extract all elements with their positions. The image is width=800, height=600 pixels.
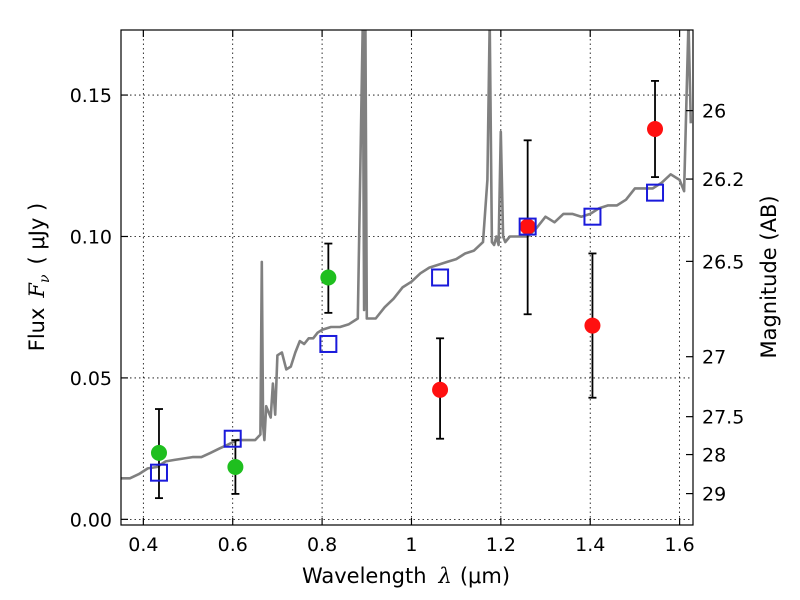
model-bandpass-square [431,268,450,287]
right-tick-label: 27 [702,347,726,369]
right-tick-label: 27.5 [702,407,744,429]
x-tick-label: 0.8 [307,534,337,556]
model-bandpass-square [149,463,168,482]
y-tick-label: 0.00 [70,509,112,531]
x-tick-label: 1.6 [664,534,694,556]
x-tick-label: 1.4 [575,534,605,556]
red-photometry-point [584,317,601,334]
model-bandpass-square [518,217,537,236]
green-photometry-point [150,444,167,461]
x-axis-label: Wavelength λ (μm) [302,564,510,588]
y-tick-label: 0.15 [70,85,112,107]
right-tick-label: 26.2 [702,169,744,191]
plot-area [121,30,693,500]
right-axis-label: Magnitude (AB) [757,195,781,358]
green-photometry-point [227,459,244,476]
x-tick-label: 0.6 [218,534,248,556]
green-photometry-point [320,269,337,286]
axis-ticks: 0.4 0.6 0.8 1 1.2 1.4 1.6 0.00 0.05 0.10 0.15 26 26.… [70,30,744,556]
red-photometry-point [519,218,536,235]
right-tick-label: 28 [702,445,726,467]
red-photometry-point [647,121,664,137]
right-tick-label: 29 [702,484,726,506]
grid [121,30,693,525]
template-spectrum-line [121,30,693,480]
model-bandpass-square [319,334,338,353]
y-tick-label: 0.05 [70,368,112,390]
y-tick-label: 0.10 [70,226,112,248]
red-photometry-point [432,381,449,398]
model-bandpass-square [646,183,665,202]
right-tick-label: 26.5 [702,251,744,273]
x-tick-label: 0.4 [128,534,158,556]
y-axis-label: FluxFν( μJy ) [25,203,53,351]
model-bandpass-square [583,207,602,226]
x-tick-label: 1 [405,534,417,556]
right-tick-label: 26 [702,101,726,123]
x-tick-label: 1.2 [486,534,516,556]
model-bandpass-square [223,429,242,448]
axes-frame [120,29,694,526]
